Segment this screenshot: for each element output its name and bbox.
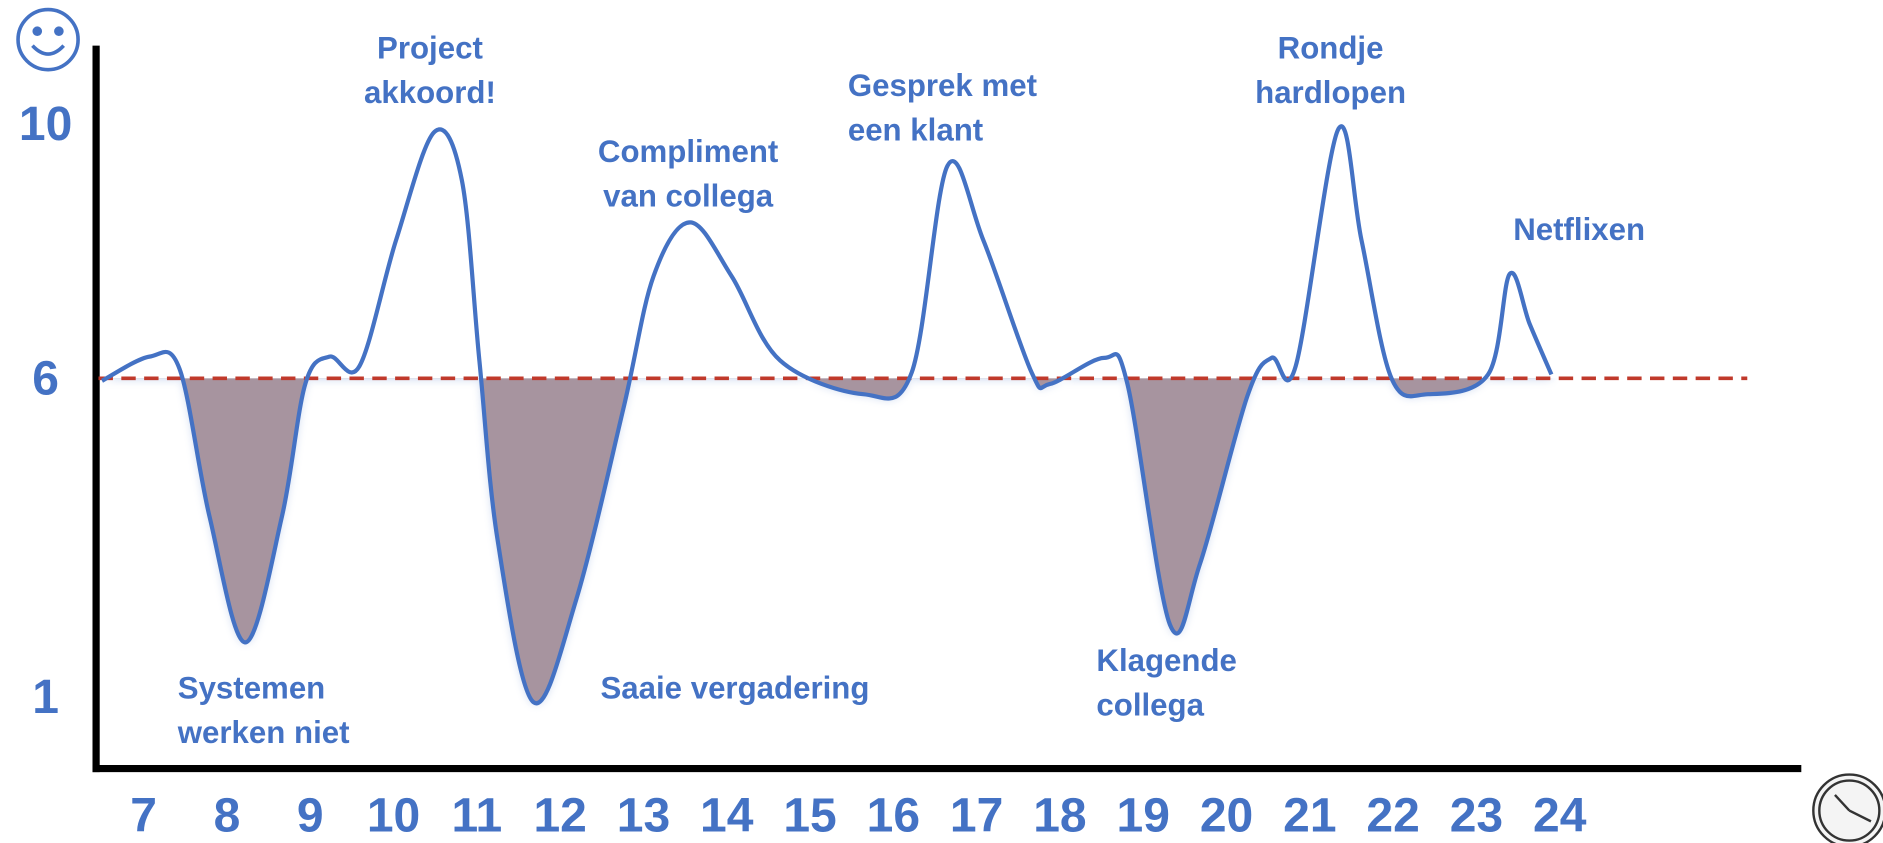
annotation: Klagende bbox=[1096, 643, 1237, 678]
annotation: een klant bbox=[848, 112, 984, 147]
x-tick-label: 21 bbox=[1283, 790, 1336, 843]
x-tick-label: 20 bbox=[1200, 790, 1253, 843]
x-tick-label: 23 bbox=[1450, 790, 1503, 843]
x-tick-label: 16 bbox=[867, 790, 920, 843]
x-tick-label: 22 bbox=[1366, 790, 1419, 843]
dip-glow bbox=[102, 378, 1552, 704]
mood-line bbox=[101, 124, 1554, 706]
annotation: akkoord! bbox=[364, 75, 496, 110]
x-tick-label: 24 bbox=[1533, 790, 1587, 843]
x-tick-label: 12 bbox=[533, 790, 586, 843]
x-tick-label: 10 bbox=[367, 790, 420, 843]
annotation: Compliment bbox=[598, 134, 779, 169]
x-tick-label: 11 bbox=[451, 790, 502, 843]
y-tick-label: 10 bbox=[19, 98, 72, 151]
annotation: Systemen bbox=[178, 671, 326, 706]
annotation: van collega bbox=[603, 178, 774, 213]
x-tick-label: 18 bbox=[1033, 790, 1086, 843]
dip-fill bbox=[102, 378, 1552, 704]
x-tick-label: 14 bbox=[700, 790, 754, 843]
annotation: Netflixen bbox=[1513, 212, 1645, 247]
y-tick-label: 6 bbox=[32, 353, 59, 406]
x-tick-label: 17 bbox=[950, 790, 1003, 843]
x-tick-label: 13 bbox=[617, 790, 670, 843]
annotation: werken niet bbox=[177, 715, 350, 750]
annotation: Saaie vergadering bbox=[600, 671, 869, 706]
x-tick-label: 19 bbox=[1117, 790, 1170, 843]
x-tick-label: 15 bbox=[783, 790, 836, 843]
x-tick-label: 8 bbox=[214, 790, 241, 843]
shaded-dips bbox=[102, 378, 1552, 704]
smiley-icon bbox=[16, 7, 80, 72]
x-tick-label: 7 bbox=[130, 790, 157, 843]
annotation: collega bbox=[1096, 688, 1204, 723]
annotation: hardlopen bbox=[1255, 75, 1406, 110]
annotation: Project bbox=[377, 31, 483, 66]
annotation: Rondje bbox=[1278, 31, 1384, 66]
x-tick-label: 9 bbox=[297, 790, 324, 843]
y-tick-label: 1 bbox=[32, 671, 59, 724]
annotation: Gesprek met bbox=[848, 68, 1038, 103]
clock-icon bbox=[1812, 773, 1883, 843]
